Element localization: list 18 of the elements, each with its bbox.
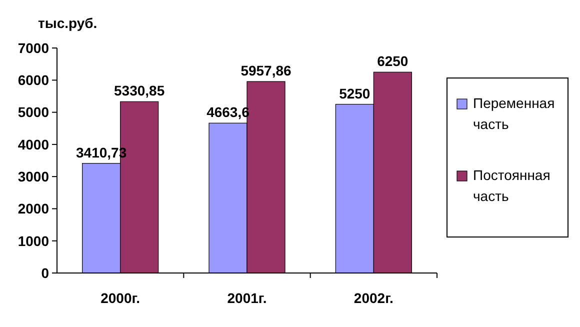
y-tick-label: 4000 [18, 136, 50, 152]
data-label: 5957,86 [240, 62, 292, 78]
x-tick-label: 2001г. [227, 290, 267, 306]
data-label: 5330,85 [114, 82, 165, 99]
x-tick-label: 2000г. [100, 290, 140, 306]
legend-label: Постоянная часть [473, 167, 550, 204]
y-tick-label: 7000 [18, 40, 50, 56]
legend-label: Переменная часть [473, 95, 555, 132]
y-axis-title: тыс.руб. [38, 15, 98, 31]
y-tick-label: 5000 [18, 104, 50, 120]
y-tick-label: 2000 [18, 200, 50, 217]
y-tick-label: 0 [41, 264, 50, 281]
data-label: 5250 [339, 85, 370, 102]
y-tick-label: 1000 [18, 232, 50, 249]
data-label: 6250 [377, 53, 408, 70]
y-tick-label: 3000 [18, 168, 50, 184]
x-tick-label: 2002г. [354, 290, 394, 306]
y-tick-label: 6000 [18, 72, 50, 88]
